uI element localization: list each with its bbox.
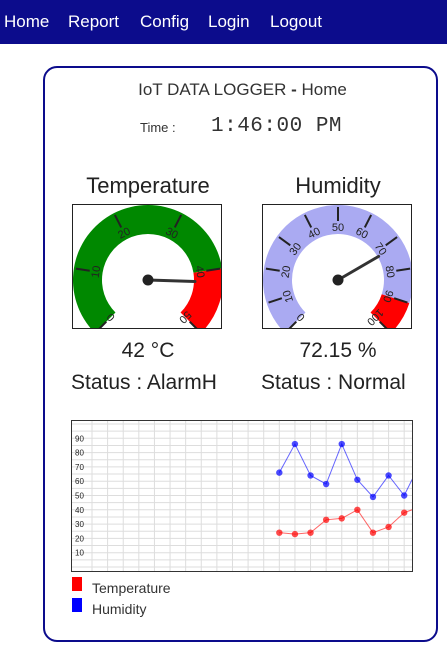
top-nav-bar: Home Report Config Login Logout: [0, 0, 447, 44]
y-tick-label-70: 70: [75, 463, 84, 472]
temperature-gauge-tick-10: [75, 267, 90, 272]
humidity-gauge-tick-label-80: 80: [383, 265, 397, 279]
nav-logout-link[interactable]: Logout: [270, 12, 322, 31]
humidity-gauge-tick-label-40: 40: [306, 225, 322, 241]
humidity-gauge-tick-label-10: 10: [281, 288, 296, 303]
humidity-point: [276, 469, 283, 476]
time-label: Time :: [140, 120, 176, 135]
humidity-gauge-tick-label-90: 90: [380, 288, 395, 303]
temperature-gauge-tick-40: [206, 267, 221, 272]
temperature-point: [291, 530, 299, 538]
nav-config-link[interactable]: Config: [140, 12, 190, 31]
temperature-point: [400, 509, 408, 516]
chart-grid: [72, 421, 412, 571]
nav-report-link[interactable]: Report: [68, 12, 120, 31]
legend-humidity-label: Humidity: [92, 601, 147, 617]
temperature-point: [276, 529, 283, 536]
y-tick-label-80: 80: [75, 449, 84, 458]
temperature-point: [322, 516, 330, 524]
legend-humidity-swatch: [72, 598, 82, 612]
humidity-gauge-tick-30: [278, 236, 291, 247]
humidity-point: [400, 492, 408, 499]
temperature-point: [338, 515, 345, 522]
temperature-title: Temperature: [86, 173, 210, 198]
y-tick-label-10: 10: [75, 549, 84, 558]
temperature-point: [307, 529, 314, 536]
y-tick-label-30: 30: [75, 520, 84, 529]
temperature-gauge-tick-label-40: 40: [193, 265, 207, 279]
temperature-gauge-tick-30: [173, 214, 183, 228]
time-value: 1:46:00 PM: [211, 115, 343, 138]
humidity-gauge-alarm-band: [370, 294, 410, 334]
humidity-point: [354, 476, 361, 483]
y-tick-label-40: 40: [75, 506, 84, 515]
page-name: Home: [301, 80, 347, 99]
temperature-gauge-tick-label-10: 10: [90, 265, 104, 279]
humidity-point: [307, 472, 314, 479]
temperature-point: [385, 523, 392, 531]
humidity-gauge-tick-label-60: 60: [353, 225, 369, 241]
humidity-value: 72.15 %: [299, 339, 377, 362]
humidity-point: [291, 440, 299, 448]
humidity-gauge-tick-label-50: 50: [332, 222, 344, 234]
page-title: IoT DATA LOGGER - Home: [45, 80, 440, 100]
y-tick-label-90: 90: [75, 434, 84, 443]
temperature-gauge-needle: [146, 278, 197, 283]
y-tick-label-50: 50: [75, 492, 84, 501]
title-separator: -: [286, 80, 302, 99]
temperature-status: Status : AlarmH: [71, 371, 217, 394]
humidity-gauge-tick-label-30: 30: [287, 241, 304, 258]
temperature-gauge-tick-label-20: 20: [116, 225, 132, 241]
nav-login-link[interactable]: Login: [208, 12, 250, 31]
y-tick-label-60: 60: [75, 477, 84, 486]
temperature-value: 42 °C: [121, 339, 175, 362]
humidity-point: [385, 472, 392, 479]
series-line-humidity: [278, 442, 421, 498]
humidity-point: [322, 480, 330, 488]
main-card: [43, 66, 438, 642]
nav-home-link[interactable]: Home: [4, 12, 50, 31]
temperature-gauge-alarm-band: [180, 268, 223, 334]
humidity-gauge-tick-70: [385, 236, 398, 247]
temperature-gauge: 0 10 20 30 40 50: [72, 204, 223, 334]
humidity-gauge-tick-10: [268, 297, 283, 304]
legend-temperature-swatch: [72, 577, 82, 591]
history-chart: 10 20 30 40 50 60 70 80 90: [71, 420, 424, 572]
series-line-temperature: [279, 506, 420, 535]
y-tick-label-20: 20: [75, 534, 84, 543]
humidity-point: [369, 493, 377, 501]
history-chart-svg: 10 20 30 40 50 60 70 80 90: [72, 421, 424, 571]
humidity-gauge-tick-40: [303, 214, 313, 228]
humidity-gauge-tick-20: [265, 267, 280, 272]
humidity-gauge-tick-label-70: 70: [372, 241, 389, 258]
humidity-title: Humidity: [295, 173, 381, 198]
temperature-point: [369, 529, 377, 536]
temperature-gauge-normal-band: [72, 205, 223, 334]
humidity-gauge-tick-90: [393, 297, 408, 304]
temperature-gauge-needle-hub: [142, 274, 154, 286]
temperature-gauge-tick-label-30: 30: [163, 225, 179, 241]
humidity-gauge-tick-label-20: 20: [280, 265, 294, 279]
temperature-gauge-tick-20: [113, 214, 123, 228]
humidity-gauge-normal-band: [263, 204, 413, 334]
humidity-gauge-needle-hub: [332, 274, 344, 286]
humidity-status: Status : Normal: [261, 371, 406, 394]
humidity-gauge-tick-80: [396, 267, 411, 272]
humidity-point: [338, 440, 345, 448]
temperature-point: [354, 506, 361, 513]
humidity-gauge-needle: [336, 254, 381, 282]
app-title: IoT DATA LOGGER: [138, 80, 287, 99]
humidity-gauge-tick-60: [363, 214, 373, 228]
legend-temperature-label: Temperature: [92, 580, 171, 596]
humidity-gauge: 0 10 20 30 40 50 60 70 80 90 100: [262, 204, 413, 334]
